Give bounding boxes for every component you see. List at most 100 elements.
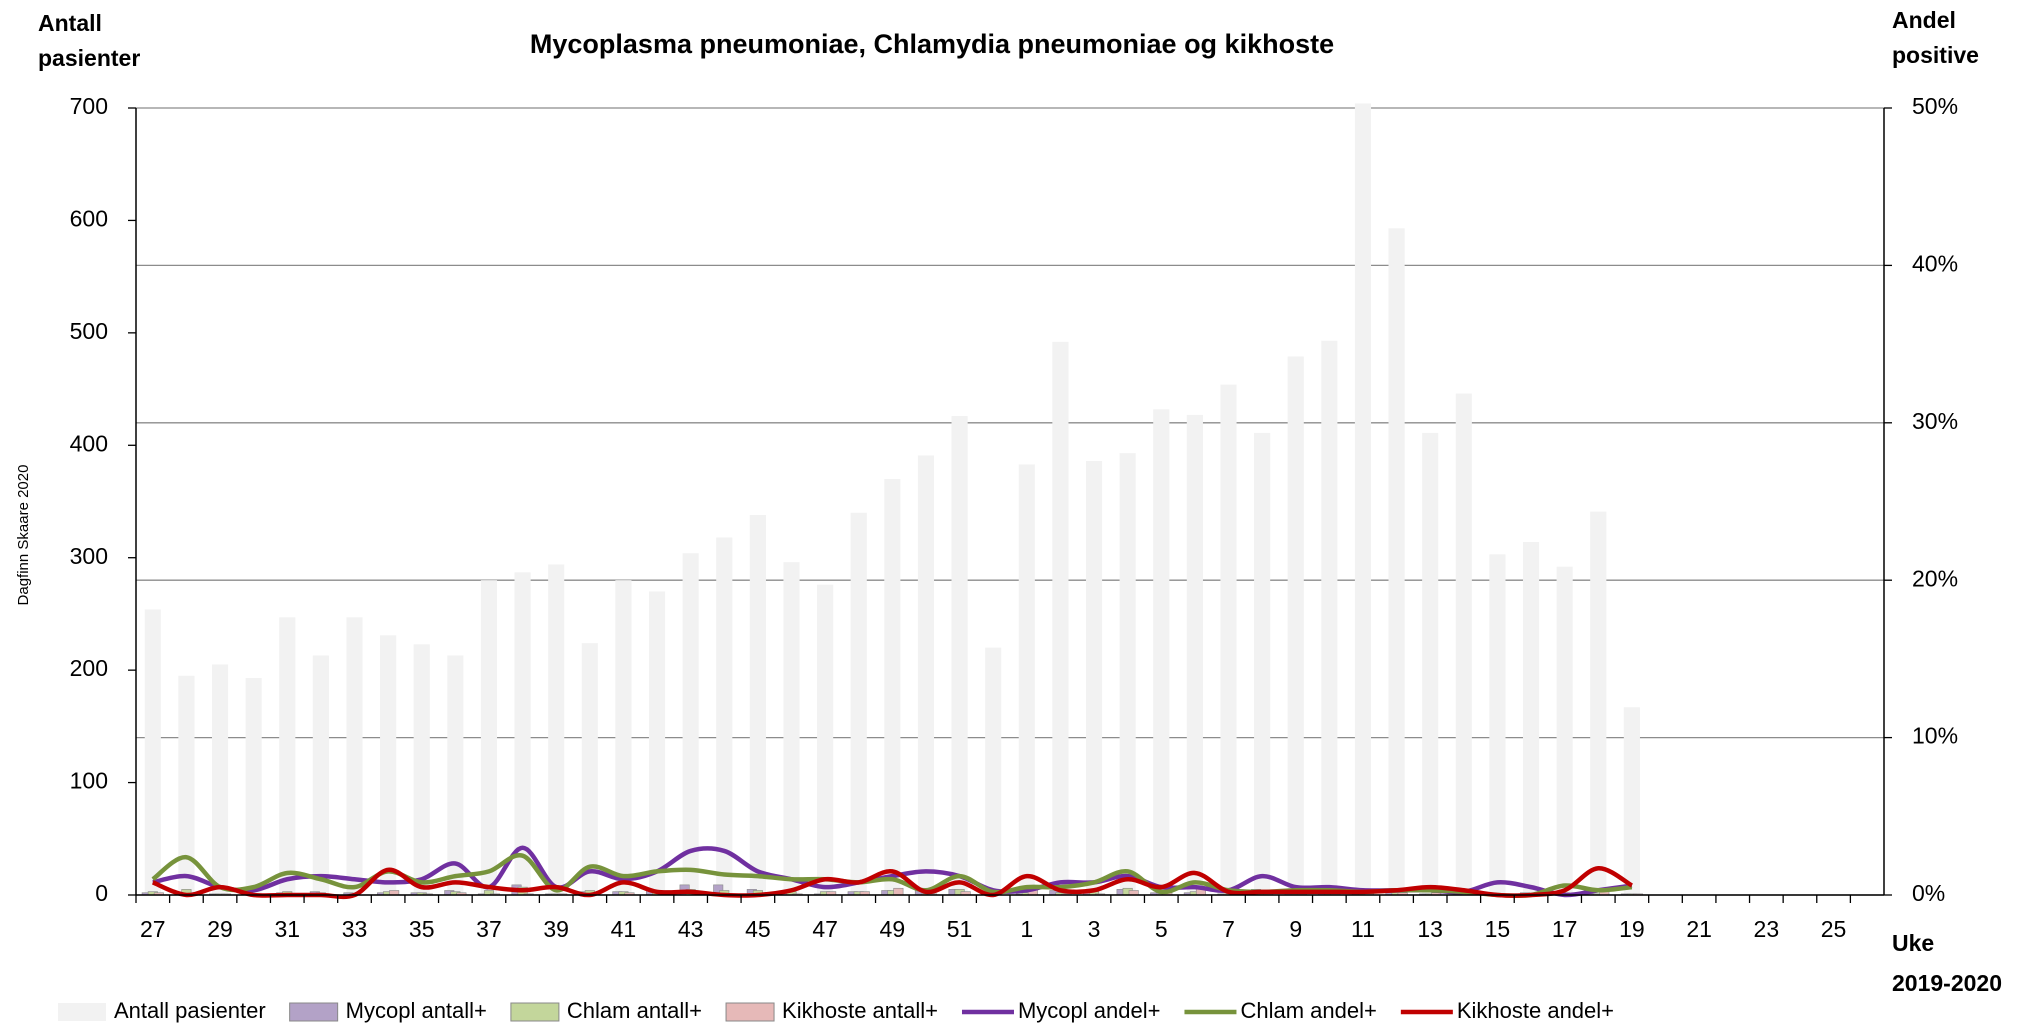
bar — [1220, 384, 1237, 895]
x-axis-title: Uke — [1892, 930, 1934, 956]
bar — [917, 455, 935, 895]
legend-swatch — [289, 1002, 339, 1022]
y2-axis-title: Andel — [1892, 7, 1956, 33]
bar — [1153, 409, 1170, 895]
chart-title: Mycoplasma pneumoniae, Chlamydia pneumon… — [530, 29, 1334, 59]
bar — [178, 675, 195, 895]
bar — [548, 564, 565, 895]
legend-label: Chlam antall+ — [567, 998, 702, 1023]
y2-tick-label: 40% — [1912, 250, 1958, 276]
bar — [1052, 341, 1069, 895]
y2-tick-label: 10% — [1912, 723, 1958, 749]
y-tick-label: 0 — [95, 880, 108, 906]
bar — [380, 635, 397, 895]
x-tick-label: 47 — [812, 916, 838, 942]
x-tick-label: 27 — [140, 916, 166, 942]
bar — [1522, 541, 1540, 895]
x-tick-label: 21 — [1686, 916, 1712, 942]
x-tick-label: 31 — [274, 916, 300, 942]
x-tick-label: 43 — [678, 916, 704, 942]
bar — [1455, 393, 1472, 895]
bar — [1321, 340, 1338, 895]
bar — [884, 479, 901, 895]
x-tick-label: 33 — [342, 916, 368, 942]
bar — [1354, 103, 1372, 895]
x-tick-label: 49 — [880, 916, 906, 942]
bar — [1556, 566, 1573, 895]
x-tick-label: 29 — [207, 916, 233, 942]
x-tick-label: 5 — [1155, 916, 1168, 942]
bar — [749, 514, 766, 895]
y2-tick-label: 0% — [1912, 880, 1945, 906]
bar — [581, 643, 598, 895]
bar — [951, 416, 968, 895]
y2-axis-title: positive — [1892, 42, 1979, 68]
bar — [783, 562, 800, 895]
x-tick-label: 15 — [1485, 916, 1511, 942]
x-tick-label: 1 — [1020, 916, 1033, 942]
x-tick-label: 51 — [947, 916, 973, 942]
bar — [312, 655, 329, 895]
y2-tick-label: 20% — [1912, 565, 1958, 591]
y-tick-label: 500 — [70, 318, 108, 344]
bar — [1287, 356, 1304, 895]
bar — [1623, 707, 1640, 895]
bar — [211, 664, 229, 895]
y-axis-title: Antall — [38, 10, 102, 36]
y-tick-label: 200 — [70, 655, 108, 681]
bar — [413, 644, 430, 895]
bar — [1388, 228, 1405, 895]
x-tick-label: 25 — [1821, 916, 1847, 942]
bar — [1254, 432, 1271, 895]
bar — [817, 584, 834, 895]
bar — [615, 580, 632, 895]
bar — [1085, 461, 1103, 895]
legend-swatch — [510, 1002, 560, 1022]
y-tick-label: 100 — [70, 768, 108, 794]
bar — [893, 887, 904, 896]
x-tick-label: 39 — [543, 916, 569, 942]
bar — [1018, 464, 1035, 895]
bar — [1489, 554, 1506, 895]
x-tick-label: 17 — [1552, 916, 1578, 942]
y-tick-label: 700 — [70, 93, 108, 119]
bar — [279, 617, 296, 895]
x-tick-label: 7 — [1222, 916, 1235, 942]
legend-swatch — [725, 1002, 775, 1022]
x-tick-label: 37 — [476, 916, 502, 942]
legend-label: Kikhoste antall+ — [782, 998, 938, 1023]
y-tick-label: 300 — [70, 543, 108, 569]
bar — [1422, 432, 1439, 895]
bar — [514, 572, 531, 895]
x-axis-title: 2019-2020 — [1892, 970, 2002, 996]
bar — [1186, 414, 1203, 895]
bar — [144, 609, 161, 895]
watermark: Dagfinn Skaare 2020 — [15, 465, 32, 606]
bar — [447, 655, 464, 895]
bar — [480, 580, 498, 895]
bar — [985, 647, 1002, 895]
x-tick-label: 9 — [1289, 916, 1302, 942]
legend-label: Antall pasienter — [114, 998, 266, 1023]
legend-label: Chlam andel+ — [1240, 998, 1376, 1023]
x-tick-label: 13 — [1417, 916, 1443, 942]
x-tick-label: 11 — [1351, 916, 1375, 942]
bar — [1590, 511, 1607, 895]
x-tick-label: 23 — [1754, 916, 1780, 942]
legend-label: Mycopl antall+ — [346, 998, 487, 1023]
bar — [850, 512, 867, 895]
bar — [346, 617, 363, 895]
y-axis-title: pasienter — [38, 45, 140, 71]
bar — [1119, 453, 1136, 895]
x-tick-label: 41 — [611, 916, 637, 942]
line-series — [151, 865, 1634, 900]
x-tick-label: 3 — [1088, 916, 1101, 942]
legend-label: Mycopl andel+ — [1018, 998, 1160, 1023]
y-tick-label: 400 — [70, 430, 108, 456]
x-tick-label: 45 — [745, 916, 771, 942]
y2-tick-label: 50% — [1912, 93, 1958, 119]
bar — [716, 537, 733, 895]
bar — [245, 678, 262, 895]
